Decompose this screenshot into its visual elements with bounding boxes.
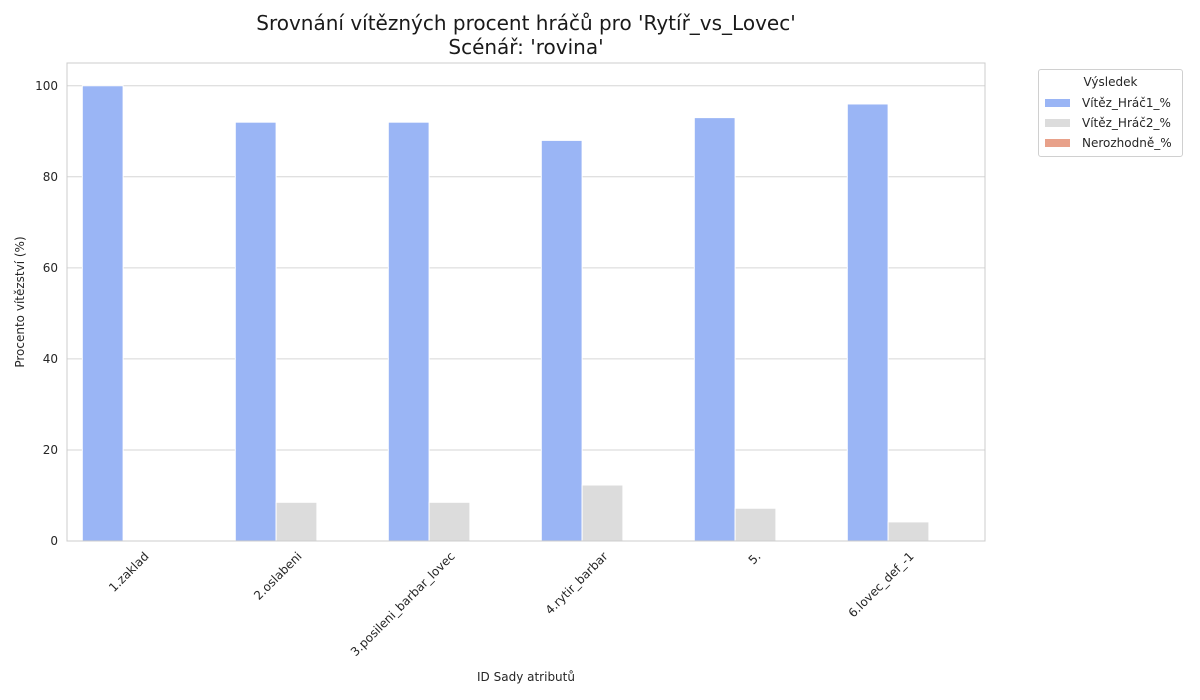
x-tick-label: 4.rytir_barbar [543,549,611,617]
bar-player2 [275,501,318,542]
x-tick-label: 5. [746,549,764,567]
legend-item-player2: Vítěz_Hráč2_% [1045,115,1171,131]
bar-player2 [581,484,624,542]
legend-label-player2: Vítěz_Hráč2_% [1082,116,1171,130]
y-tick-label: 20 [43,443,58,457]
y-tick-label: 40 [43,352,58,366]
bar-player2 [428,501,471,542]
y-tick-label: 100 [35,79,58,93]
bar-player2 [887,521,930,542]
legend-swatch-player1 [1045,99,1070,107]
legend-item-draw: Nerozhodně_% [1045,135,1172,151]
y-tick-label: 0 [50,534,58,548]
x-tick-label: 3.posileni_barbar_lovec [348,549,458,659]
bar-player1 [81,85,124,542]
bar-player1 [540,139,583,542]
bar-player1 [846,103,889,542]
y-axis-label: Procento vítězství (%) [13,236,27,368]
legend-label-player1: Vítěz_Hráč1_% [1082,96,1171,110]
bar-player1 [387,121,430,542]
legend-item-player1: Vítěz_Hráč1_% [1045,95,1171,111]
legend-swatch-player2 [1045,119,1070,127]
y-tick-label: 60 [43,261,58,275]
bar-player1 [234,121,277,542]
chart-subtitle: Scénář: 'rovina' [448,35,604,59]
x-axis-label: ID Sady atributů [477,670,575,684]
legend-label-draw: Nerozhodně_% [1082,136,1172,150]
y-tick-label: 80 [43,170,58,184]
plot-background [67,63,985,541]
legend: Výsledek Vítěz_Hráč1_% Vítěz_Hráč2_% Ner… [1038,69,1183,157]
x-tick-label: 6.lovec_def_-1 [846,549,917,620]
plot-frame [66,62,986,542]
bar-player2 [734,507,777,542]
x-tick-label: 2.oslabeni [251,549,305,603]
legend-title: Výsledek [1083,75,1138,89]
chart-title: Srovnání vítězných procent hráčů pro 'Ry… [256,11,796,35]
legend-swatch-draw [1045,139,1070,147]
x-tick-label: 1.zaklad [106,549,152,595]
bar-player1 [693,117,736,542]
